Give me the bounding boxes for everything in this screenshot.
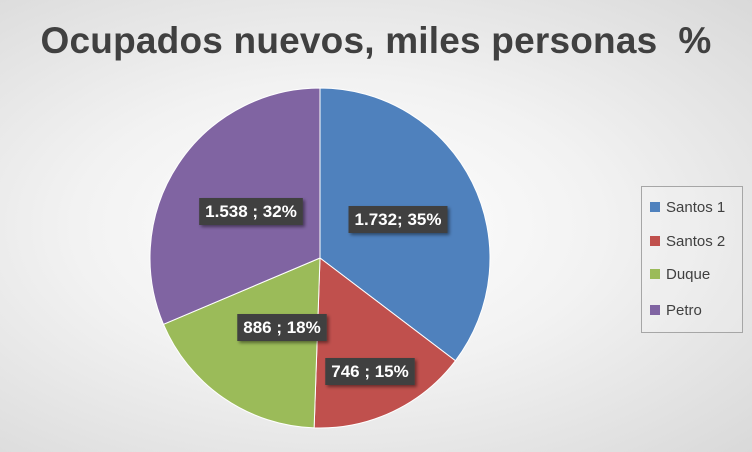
data-label-petro: 1.538 ; 32% [199, 198, 303, 225]
legend-item-duque: Duque [650, 264, 710, 284]
legend-item-santos-2: Santos 2 [650, 231, 725, 251]
legend-swatch [650, 236, 660, 246]
legend-label: Santos 1 [666, 198, 726, 216]
legend-swatch [650, 305, 660, 315]
pie-slice-santos-2 [313, 257, 457, 429]
svg-text:746 ; 15%: 746 ; 15% [331, 362, 409, 381]
legend-label: Petro [666, 301, 702, 319]
svg-text:886 ; 18%: 886 ; 18% [243, 318, 321, 337]
svg-text:1.732; 35%: 1.732; 35% [355, 210, 442, 229]
legend-item-petro: Petro [650, 300, 702, 320]
data-label-santos-1: 1.732; 35% [348, 206, 448, 233]
chart-title: Ocupados nuevos, miles personas % [40, 20, 712, 61]
data-label-duque: 886 ; 18% [237, 314, 327, 341]
legend-label: Santos 2 [666, 232, 726, 250]
pie-slice-duque [162, 257, 321, 429]
svg-text:1.538 ; 32%: 1.538 ; 32% [205, 202, 297, 221]
legend-swatch [650, 269, 660, 279]
legend-item-santos-1: Santos 1 [650, 197, 725, 217]
legend-swatch [650, 202, 660, 212]
legend: Santos 1 Santos 2 Duque Petro [641, 186, 743, 333]
legend-label: Duque [666, 265, 711, 283]
data-label-santos-2: 746 ; 15% [325, 358, 415, 385]
